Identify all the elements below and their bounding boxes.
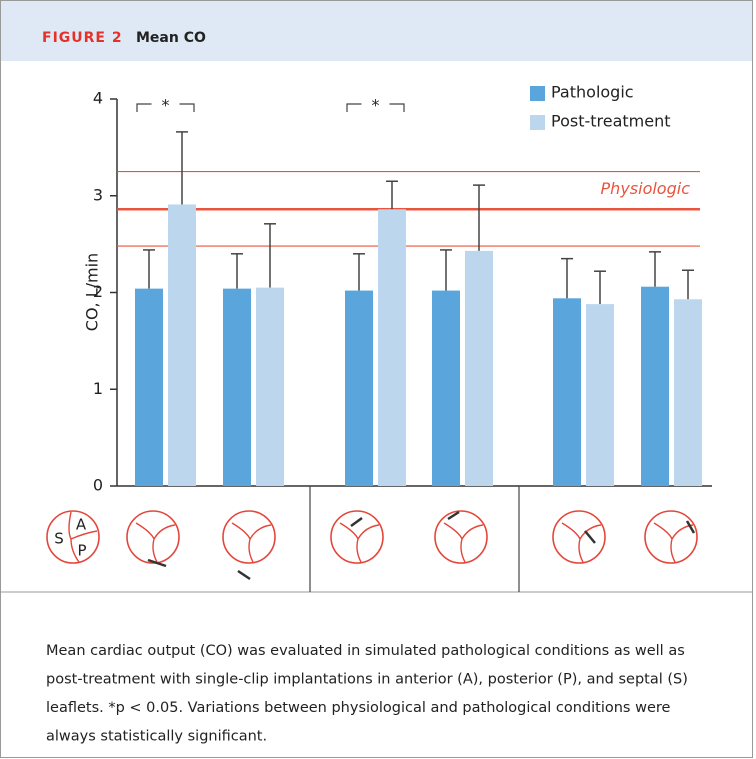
legend-label: Post-treatment [551,112,671,131]
bar [345,291,373,486]
bar [641,287,669,486]
bar [553,298,581,486]
bar [674,299,702,486]
page: FIGURE 2 Mean CO CO, L/min 01234Physiolo… [0,0,756,759]
caption-line: always statistically significant. [46,729,267,745]
bar [432,291,460,486]
bar [168,204,196,486]
bar [256,288,284,486]
y-tick-label: 2 [93,282,103,301]
bar [586,304,614,486]
legend-swatch [530,86,545,101]
significance-label: * [372,96,380,115]
bar [465,251,493,486]
bar [135,289,163,486]
caption-line: Mean cardiac output (CO) was evaluated i… [46,643,685,659]
y-tick-label: 3 [93,185,103,204]
legend-swatch [530,115,545,130]
figure-label: FIGURE 2 [42,30,123,46]
bar [223,289,251,486]
reference-label: Physiologic [601,179,691,198]
bar [378,209,406,486]
y-tick-label: 0 [93,476,103,495]
significance-label: * [162,96,170,115]
legend-label: Pathologic [551,83,634,102]
valve-key-label: S [54,530,64,548]
figure: FIGURE 2 Mean CO CO, L/min 01234Physiolo… [0,0,756,759]
y-tick-label: 1 [93,379,103,398]
valve-key-label: P [77,542,86,560]
caption-line: post-treatment with single-clip implanta… [46,672,688,688]
valve-key-label: A [76,516,87,534]
y-tick-label: 4 [93,89,103,108]
caption-line: leaflets. *p < 0.05. Variations between … [46,700,671,716]
figure-title: Mean CO [136,30,206,46]
